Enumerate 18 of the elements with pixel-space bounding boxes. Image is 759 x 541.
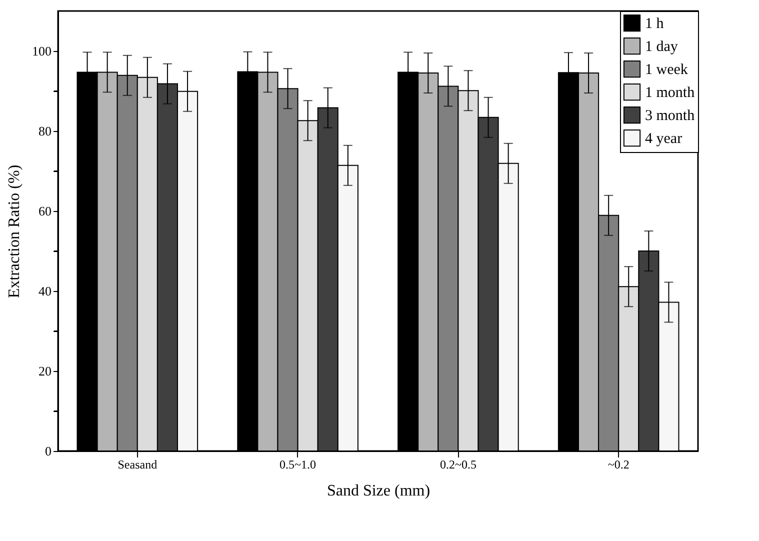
y-tick-label: 40	[38, 284, 52, 298]
y-axis-title: Extraction Ratio (%)	[6, 164, 23, 298]
legend-label: 1 month	[645, 85, 696, 101]
legend-label: 1 h	[645, 16, 664, 32]
legend-label: 1 day	[645, 39, 678, 55]
x-tick-label: ~0.2	[608, 458, 630, 472]
y-tick-label: 0	[45, 444, 52, 458]
y-tick-label: 20	[38, 364, 52, 378]
x-axis-title: Sand Size (mm)	[326, 482, 430, 500]
legend-label: 4 year	[645, 131, 682, 147]
legend-label: 3 month	[645, 108, 696, 124]
legend-label: 1 week	[645, 62, 688, 78]
y-tick-label: 100	[32, 44, 52, 58]
x-tick-label: 0.2~0.5	[440, 458, 476, 472]
x-tick-label: Seasand	[118, 458, 158, 472]
y-tick-label: 80	[38, 124, 52, 138]
y-tick-label: 60	[38, 204, 52, 218]
x-tick-label: 0.5~1.0	[280, 458, 316, 472]
